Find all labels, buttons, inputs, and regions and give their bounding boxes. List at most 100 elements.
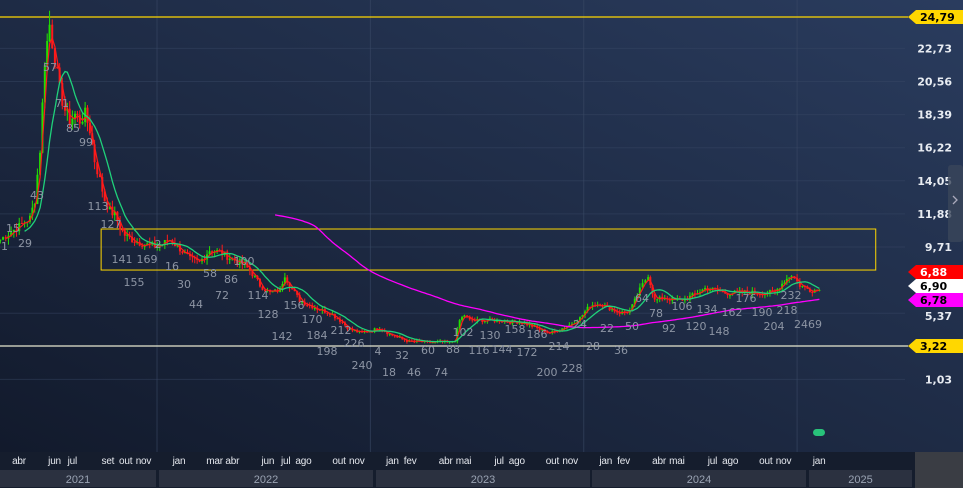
bar-count-label: 232 [781, 289, 802, 302]
price-tag-label: 6,90 [920, 280, 947, 293]
year-label: 2023 [471, 474, 495, 486]
gridlines [0, 0, 905, 452]
candle-body [141, 245, 144, 247]
year-label: 2024 [687, 474, 711, 486]
candle-body [546, 332, 549, 334]
candle-body [711, 287, 714, 290]
bar-count-label: 200 [537, 366, 558, 379]
bar-count-label: 85 [66, 122, 80, 135]
month-label: out [546, 456, 560, 467]
candle-body [181, 251, 184, 254]
bar-count-label: 169 [137, 253, 158, 266]
status-indicator[interactable] [813, 429, 825, 436]
bar-count-label: 113 [88, 200, 109, 213]
candle-body [584, 311, 587, 316]
candle-body [173, 243, 176, 247]
chevron-right-icon[interactable] [952, 195, 958, 205]
candle-body [578, 317, 581, 322]
month-label: mai [456, 456, 472, 467]
candle-body [721, 291, 724, 293]
horizontal-lines [0, 16, 908, 347]
bar-count-label: 72 [215, 289, 229, 302]
candle-body [121, 229, 124, 231]
candle-body [728, 294, 731, 296]
bar-count-label: 86 [224, 273, 238, 286]
bar-count-label: 22 [600, 322, 614, 335]
y-tick-label: 22,73 [917, 42, 952, 55]
candle-body [631, 304, 634, 311]
bar-count-label: 4 [375, 345, 382, 358]
year-band [0, 470, 156, 487]
candle-body [691, 293, 694, 296]
scroll-handle[interactable] [948, 165, 963, 242]
price-tag [908, 265, 963, 279]
candle-body [349, 328, 352, 330]
candle-body [808, 288, 811, 293]
bar-count-label: 99 [79, 136, 93, 149]
long-moving-average-line [274, 214, 820, 329]
bar-count-label: 29 [18, 237, 32, 250]
candle-body [241, 259, 244, 265]
candle-body [388, 333, 391, 335]
bar-count-label: 156 [284, 299, 305, 312]
candle-body [63, 105, 66, 111]
candle-body [704, 287, 707, 290]
level-tag [908, 339, 963, 353]
candle-body [748, 292, 751, 295]
candle-body [78, 115, 81, 124]
bar-count-label: 218 [777, 304, 798, 317]
candle-body [56, 67, 59, 69]
month-label: abr [652, 456, 667, 467]
candle-body [286, 277, 289, 283]
bar-count-label: 184 [307, 329, 328, 342]
candle-body [146, 243, 149, 245]
candle-body [20, 222, 23, 224]
candle-body [281, 283, 284, 289]
candle-body [248, 267, 251, 271]
candle-body [601, 305, 604, 307]
zone-rectangle [100, 228, 877, 271]
candle-body [647, 277, 650, 281]
candle-body [96, 162, 99, 175]
bar-count-label: 88 [446, 343, 460, 356]
candle-body [396, 336, 399, 338]
candle-body [483, 320, 486, 323]
month-label: nov [136, 456, 152, 467]
candle-body [263, 289, 266, 292]
bar-count-label: 128 [258, 308, 279, 321]
month-label: jul [493, 456, 503, 467]
candle-body [131, 236, 134, 243]
month-label: abr [12, 456, 27, 467]
bar-count-label: 212 [331, 324, 352, 337]
candle-body [313, 308, 316, 310]
y-tick-label: 5,37 [925, 310, 952, 323]
month-label: nov [349, 456, 365, 467]
candle-body [616, 311, 619, 313]
month-label: set [102, 456, 115, 467]
bar-count-label: 127 [101, 218, 122, 231]
candle-body [756, 293, 759, 295]
candle-body [641, 283, 644, 288]
price-axis: 22,73 20,56 18,39 16,22 14,05 11,88 9,71 5,37 1,… [917, 42, 952, 386]
bar-count-label: 74 [434, 366, 448, 379]
candle-body [589, 306, 592, 308]
price-tags: 24,79 3,22 6,886,906,78 [908, 9, 963, 353]
time-axis: abr jun jul set out nov jan mar abr jun jul ago out n… [0, 456, 912, 487]
bar-count-label: 144 [492, 343, 513, 356]
candle-body [113, 211, 116, 216]
candle-body [36, 174, 39, 205]
candle-body [288, 282, 291, 288]
plot-background [0, 0, 963, 452]
candle-body [758, 294, 761, 296]
candle-body [106, 201, 109, 210]
candle-body [458, 320, 461, 329]
candle-body [719, 290, 722, 292]
bar-count-label: 114 [248, 289, 269, 302]
year-band [809, 470, 912, 487]
candle-body [10, 232, 13, 236]
month-label: ago [509, 456, 526, 467]
candle-body [43, 65, 46, 103]
level-tag-label: 3,22 [920, 340, 947, 353]
bar-count-label: 100 [234, 255, 255, 268]
